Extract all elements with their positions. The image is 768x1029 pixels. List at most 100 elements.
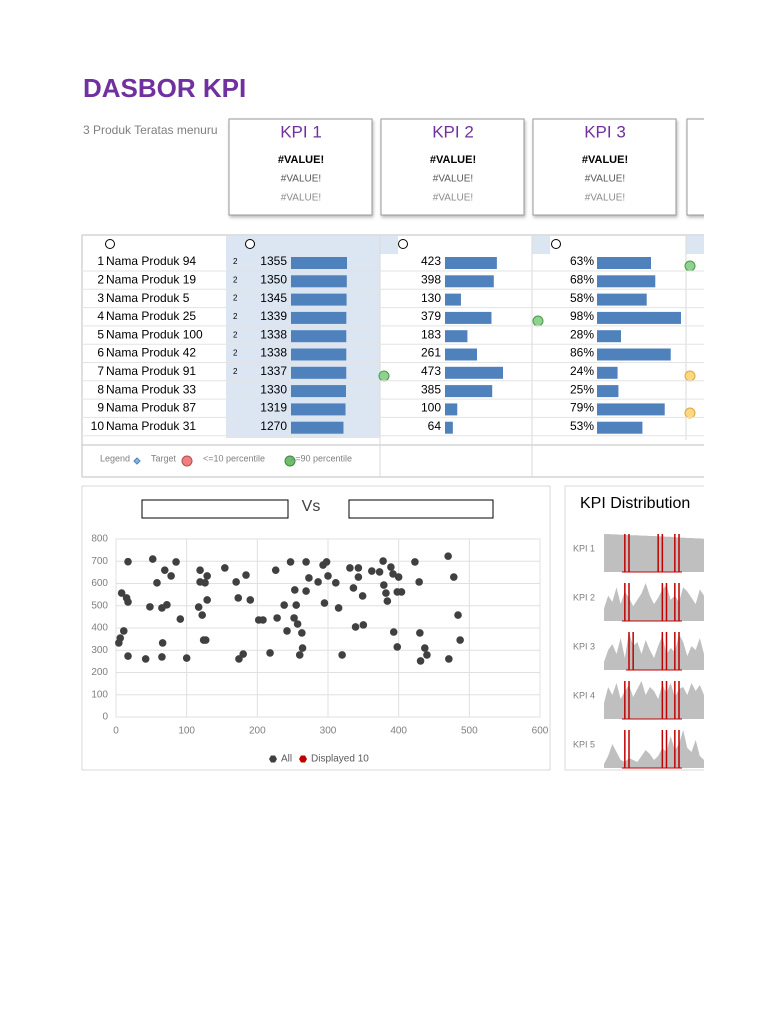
point <box>349 584 358 592</box>
kpi3-bar <box>597 330 621 343</box>
legend-high: >=90 percentile <box>290 453 352 463</box>
kpi2-value: 473 <box>421 364 441 378</box>
legend-icon <box>133 457 141 465</box>
point <box>141 655 150 663</box>
kpi2-value: 423 <box>421 254 441 268</box>
point <box>232 578 240 586</box>
point <box>293 620 302 628</box>
kpi1-bar <box>291 366 347 379</box>
point <box>416 629 424 637</box>
kpi-label: KPI 1 <box>573 543 595 553</box>
flag: 2 <box>233 367 238 376</box>
kpi1-bar <box>291 330 347 343</box>
y-tick-label: 400 <box>91 623 108 634</box>
point <box>167 572 175 580</box>
product-name: Nama Produk 100 <box>106 327 203 341</box>
kpi1-value: 1338 <box>260 346 287 360</box>
kpi3-value: 98% <box>570 309 594 323</box>
point <box>235 655 243 663</box>
point <box>117 589 126 597</box>
kpi2-value: 100 <box>421 401 441 415</box>
kpi1-bar <box>291 421 344 434</box>
point <box>449 573 458 581</box>
point <box>320 599 329 607</box>
kpi1-value: 1337 <box>260 364 287 378</box>
x-tick-label: 300 <box>320 726 337 737</box>
kpi3-value: 28% <box>570 327 594 341</box>
point <box>331 579 340 587</box>
rank: 2 <box>97 272 104 286</box>
indicator <box>684 407 696 419</box>
header-circle <box>398 239 408 249</box>
chart-title: Vs <box>302 498 321 515</box>
kpi-line: #VALUE! <box>433 193 473 204</box>
point <box>298 629 306 637</box>
product-name: Nama Produk 33 <box>106 382 196 396</box>
rank: 6 <box>97 346 104 360</box>
legend-label: All <box>281 754 292 765</box>
kpi-line: #VALUE! <box>281 174 321 185</box>
rank: 10 <box>91 419 105 433</box>
kpi3-value: 58% <box>570 291 594 305</box>
kpi-title: KPI 2 <box>432 122 474 141</box>
kpi3-value: 79% <box>570 401 594 415</box>
y-tick-label: 600 <box>91 578 108 589</box>
legend-marker <box>299 755 307 763</box>
indicator <box>532 315 544 327</box>
input-box[interactable] <box>348 499 494 519</box>
point <box>196 578 204 586</box>
rank: 9 <box>97 401 104 415</box>
point <box>454 611 462 619</box>
kpi1-bar <box>291 403 346 416</box>
kpi3-value: 86% <box>570 346 594 360</box>
sheet: DASBOR KPI 3 Produk Teratas menuru Legen… <box>81 73 704 771</box>
point <box>359 621 368 629</box>
kpi2-value: 385 <box>421 382 441 396</box>
kpi3-bar <box>597 366 618 379</box>
kpi2-bar <box>445 348 478 361</box>
point <box>354 573 363 581</box>
legend-icon <box>284 455 296 467</box>
rank: 5 <box>97 327 104 341</box>
kpi-line: #VALUE! <box>585 174 625 185</box>
kpi1-value: 1338 <box>260 327 287 341</box>
kpi2-bar <box>445 330 468 343</box>
point <box>172 558 180 566</box>
legend-target: Target <box>151 453 177 463</box>
kpi1-value: 1350 <box>260 272 287 286</box>
point <box>221 564 229 572</box>
point <box>375 568 384 576</box>
point <box>234 594 243 602</box>
y-tick-label: 0 <box>102 712 108 723</box>
product-name: Nama Produk 19 <box>106 272 196 286</box>
kpi1-bar <box>291 257 347 269</box>
point <box>298 644 307 652</box>
point <box>382 589 390 597</box>
product-name: Nama Produk 5 <box>106 291 190 305</box>
point <box>314 578 322 586</box>
flag: 2 <box>233 275 238 284</box>
indicator <box>684 260 696 272</box>
point <box>324 572 332 580</box>
kpi2-bar <box>445 403 458 416</box>
point <box>148 555 157 563</box>
product-name: Nama Produk 87 <box>106 401 196 415</box>
point <box>354 564 363 572</box>
kpi2-bar <box>445 257 497 269</box>
kpi-card <box>686 118 704 216</box>
x-tick-label: 100 <box>178 726 195 737</box>
point <box>259 616 267 624</box>
kpi-line: #VALUE! <box>582 154 628 166</box>
point <box>160 566 169 574</box>
input-box[interactable] <box>141 499 289 519</box>
point <box>176 615 185 623</box>
kpi1-value: 1330 <box>260 382 287 396</box>
point <box>368 567 376 575</box>
point <box>146 603 154 611</box>
kpi3-value: 25% <box>570 382 594 396</box>
kpi-label: KPI 4 <box>573 690 595 700</box>
kpi-line: #VALUE! <box>278 154 324 166</box>
point <box>286 558 295 566</box>
point <box>194 603 203 611</box>
